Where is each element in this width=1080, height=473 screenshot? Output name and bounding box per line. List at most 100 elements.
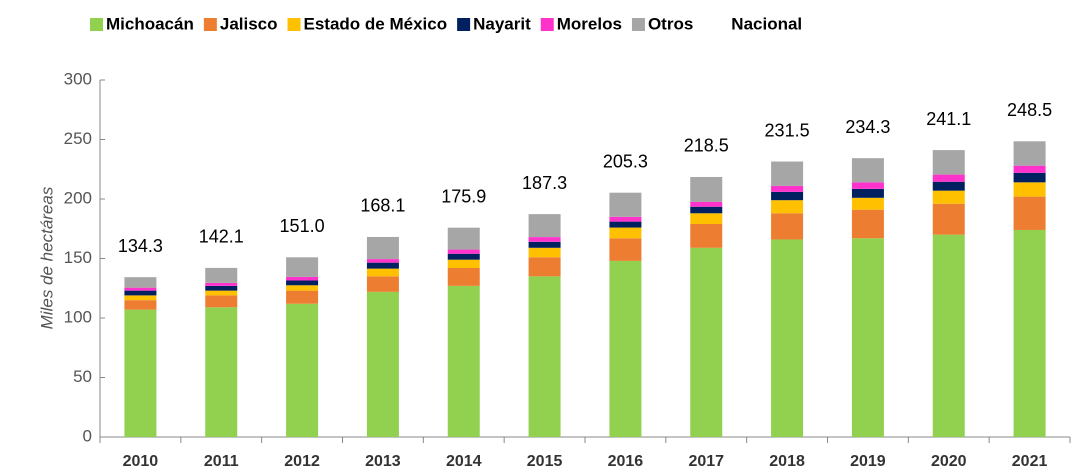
bar-segment	[286, 285, 319, 291]
x-tick-label: 2013	[365, 453, 401, 470]
bar-segment	[205, 295, 238, 308]
total-label: 218.5	[684, 136, 729, 156]
bar-segment	[1013, 172, 1046, 183]
bar-segment	[447, 253, 480, 260]
x-tick-label: 2011	[204, 453, 239, 470]
legend-label: Otros	[648, 14, 693, 33]
legend-label: Estado de México	[304, 14, 448, 33]
total-label: 151.0	[280, 216, 325, 236]
bar-segment	[286, 303, 319, 437]
bar-segment	[124, 309, 157, 437]
y-tick-label: 250	[64, 129, 92, 148]
bar-segment	[366, 276, 399, 292]
x-tick-label: 2017	[688, 453, 724, 470]
x-tick-label: 2020	[931, 453, 967, 470]
bar-segment	[851, 197, 884, 210]
bar-segment	[609, 227, 642, 239]
bar-segment	[124, 295, 157, 301]
bar-segment	[286, 290, 319, 304]
bar-segment	[366, 268, 399, 277]
legend-label: Jalisco	[220, 14, 278, 33]
bar-segment	[528, 241, 561, 248]
bar-segment	[124, 290, 157, 296]
x-tick-label: 2015	[527, 453, 563, 470]
total-label: 168.1	[360, 196, 405, 216]
legend-label: Nayarit	[473, 14, 531, 33]
bar-segment	[690, 206, 723, 214]
bar-segment	[528, 247, 561, 258]
bar-segment	[528, 276, 561, 437]
bar-segment	[124, 277, 157, 288]
legend-label: Nacional	[731, 14, 802, 33]
bar-segment	[366, 236, 399, 260]
bar-segment	[286, 276, 319, 281]
bar-segment	[690, 176, 723, 202]
total-label: 205.3	[603, 151, 648, 171]
legend-swatch	[203, 18, 217, 31]
bar-segment	[932, 181, 965, 191]
bar-segment	[205, 285, 238, 291]
legend-swatch	[540, 18, 554, 31]
bar-segment	[205, 267, 238, 283]
total-label: 187.3	[522, 173, 567, 193]
y-tick-label: 100	[64, 307, 92, 326]
total-label: 175.9	[441, 186, 486, 206]
total-label: 248.5	[1007, 100, 1052, 120]
bar-segment	[690, 201, 723, 207]
y-tick-label: 200	[64, 188, 92, 207]
bar-segment	[205, 307, 238, 437]
y-tick-label: 50	[73, 367, 92, 386]
total-label: 241.1	[926, 109, 971, 129]
bar-segment	[447, 249, 480, 254]
bar-segment	[932, 150, 965, 175]
legend-swatch	[631, 18, 645, 31]
bar-segment	[286, 257, 319, 277]
bar-segment	[205, 282, 238, 286]
bar-segment	[609, 216, 642, 222]
bar-segment	[690, 213, 723, 224]
bar-segment	[771, 239, 804, 437]
bar-segment	[286, 280, 319, 286]
bar-segment	[528, 214, 561, 238]
total-label: 231.5	[765, 120, 810, 140]
bar-segment	[1013, 229, 1046, 437]
legend-label: Morelos	[557, 14, 622, 33]
bar-segment	[932, 203, 965, 235]
y-axis-label: Miles de hectáreas	[37, 186, 56, 329]
bar-segment	[851, 182, 884, 189]
total-label: 234.3	[845, 117, 890, 137]
bar-segment	[609, 238, 642, 261]
bar-segment	[771, 161, 804, 186]
bar-segment	[609, 192, 642, 217]
bar-segment	[851, 238, 884, 437]
x-tick-label: 2010	[123, 453, 159, 470]
bar-segment	[771, 213, 804, 240]
x-tick-label: 2014	[446, 453, 482, 470]
y-tick-label: 300	[64, 69, 92, 88]
bar-segment	[447, 259, 480, 269]
y-tick-label: 150	[64, 248, 92, 267]
bar-segment	[771, 185, 804, 192]
x-tick-label: 2019	[850, 453, 886, 470]
bar-segment	[690, 247, 723, 437]
bar-segment	[366, 259, 399, 263]
y-tick-label: 0	[83, 426, 92, 445]
x-tick-label: 2016	[608, 453, 644, 470]
bar-segment	[851, 158, 884, 183]
bar-segment	[851, 188, 884, 198]
bar-segment	[932, 234, 965, 437]
bar-segment	[1013, 141, 1046, 166]
legend-swatch	[287, 18, 301, 31]
bar-segment	[932, 174, 965, 182]
legend-swatch	[90, 18, 103, 31]
bar-segment	[447, 285, 480, 437]
bar-segment	[124, 300, 157, 310]
x-tick-label: 2012	[284, 453, 320, 470]
bar-segment	[609, 260, 642, 437]
bar-segment	[771, 191, 804, 201]
x-tick-label: 2021	[1012, 453, 1048, 470]
bar-segment	[205, 290, 238, 296]
bar-segment	[366, 291, 399, 437]
bar-segment	[528, 257, 561, 277]
